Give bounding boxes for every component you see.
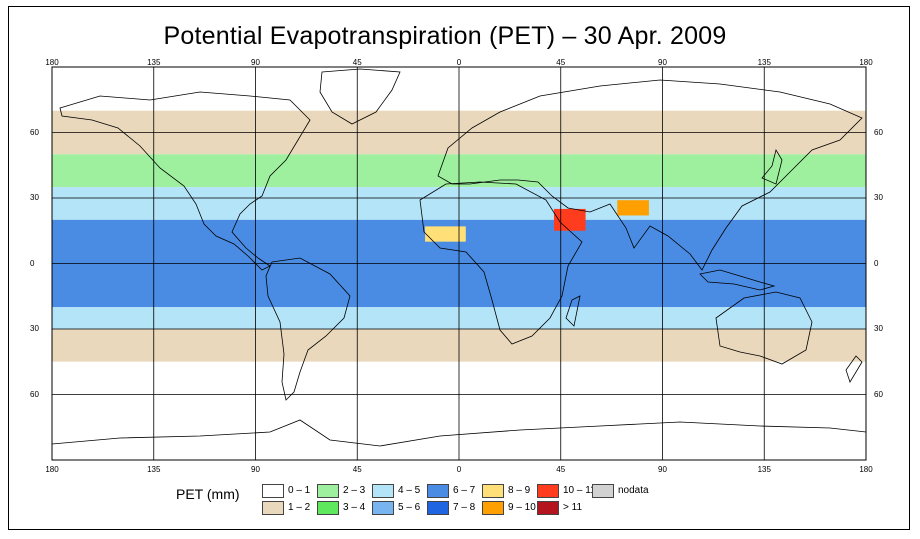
y-tick-left-0: 60 [30, 127, 39, 137]
legend-swatch-0 [262, 484, 284, 498]
x-tick-bottom-4: 0 [456, 465, 462, 474]
legend-label-8: 8 – 9 [508, 485, 531, 496]
south-america-outline [265, 257, 351, 401]
legend-swatch-6 [427, 484, 449, 498]
x-tick-top-6: 90 [658, 58, 667, 67]
legend-swatch-7 [427, 501, 449, 515]
y-tick-right-1: 30 [874, 193, 883, 202]
x-tick-top-2: 90 [251, 58, 260, 67]
hotspot-sahel [425, 226, 466, 242]
legend-swatch-4 [372, 484, 394, 498]
x-tick-top-8: 180 [859, 58, 873, 67]
y-tick-left-1: 30 [30, 193, 39, 202]
y-tick-left-2: 0 [30, 258, 35, 268]
y-tick-right-3: 30 [874, 324, 883, 333]
hotspot-northern-india [617, 200, 649, 216]
legend-label-2: 2 – 3 [343, 485, 366, 496]
y-tick-left-3: 30 [30, 324, 39, 333]
map-title: Potential Evapotranspiration (PET) – 30 … [163, 22, 727, 50]
x-tick-bottom-7: 135 [757, 465, 771, 474]
x-tick-bottom-8: 180 [859, 465, 873, 474]
legend-label-6: 6 – 7 [453, 485, 476, 496]
legend-swatch-9 [482, 501, 504, 515]
madagascar-outline [565, 295, 581, 327]
legend-label-5: 5 – 6 [398, 502, 421, 513]
legend-label-3: 3 – 4 [343, 502, 366, 513]
y-tick-right-2: 0 [874, 258, 879, 268]
legend-swatch-2 [317, 484, 339, 498]
x-tick-top-3: 45 [352, 58, 362, 67]
legend-label-10: 10 – 11 [563, 485, 596, 496]
legend-label-9: 9 – 10 [508, 502, 536, 513]
y-tick-right-4: 60 [874, 389, 883, 399]
new-zealand-outline [845, 355, 863, 383]
legend-swatch-5 [372, 501, 394, 515]
japan-outline [761, 148, 783, 185]
legend-label-7: 7 – 8 [453, 502, 476, 513]
eurasia-outline [437, 79, 863, 271]
legend-swatch-8 [482, 484, 504, 498]
legend-label-11: > 11 [563, 502, 582, 513]
legend-title: PET (mm) [176, 486, 240, 502]
antarctica-outline [52, 419, 866, 447]
legend-label-12: nodata [618, 485, 649, 496]
legend-label-0: 0 – 1 [288, 485, 311, 496]
x-tick-top-4: 0 [456, 58, 462, 67]
indonesia-outline [699, 269, 776, 291]
legend-label-1: 1 – 2 [288, 502, 311, 513]
x-tick-bottom-5: 45 [556, 465, 566, 474]
x-tick-bottom-2: 90 [251, 465, 260, 474]
y-tick-left-4: 60 [30, 389, 39, 399]
x-tick-top-7: 135 [757, 58, 771, 67]
legend-swatch-10 [537, 484, 559, 498]
x-tick-bottom-1: 135 [147, 465, 161, 474]
x-tick-top-5: 45 [556, 58, 566, 67]
figure-frame [8, 6, 910, 530]
north-america-outline [59, 91, 311, 271]
legend-swatch-12 [592, 484, 614, 498]
australia-outline [715, 291, 813, 365]
y-tick-right-0: 60 [874, 127, 883, 137]
legend-swatch-1 [262, 501, 284, 515]
x-tick-top-1: 135 [147, 58, 161, 67]
legend-swatch-3 [317, 501, 339, 515]
legend-label-4: 4 – 5 [398, 485, 421, 496]
legend-swatch-11 [537, 501, 559, 515]
greenland-outline [319, 68, 401, 125]
x-tick-bottom-0: 180 [45, 465, 59, 474]
x-tick-bottom-6: 90 [658, 465, 667, 474]
x-tick-bottom-3: 45 [352, 465, 362, 474]
africa-outline [419, 181, 583, 345]
hotspot-arabian-peninsula [553, 208, 586, 231]
x-tick-top-0: 180 [45, 58, 59, 67]
